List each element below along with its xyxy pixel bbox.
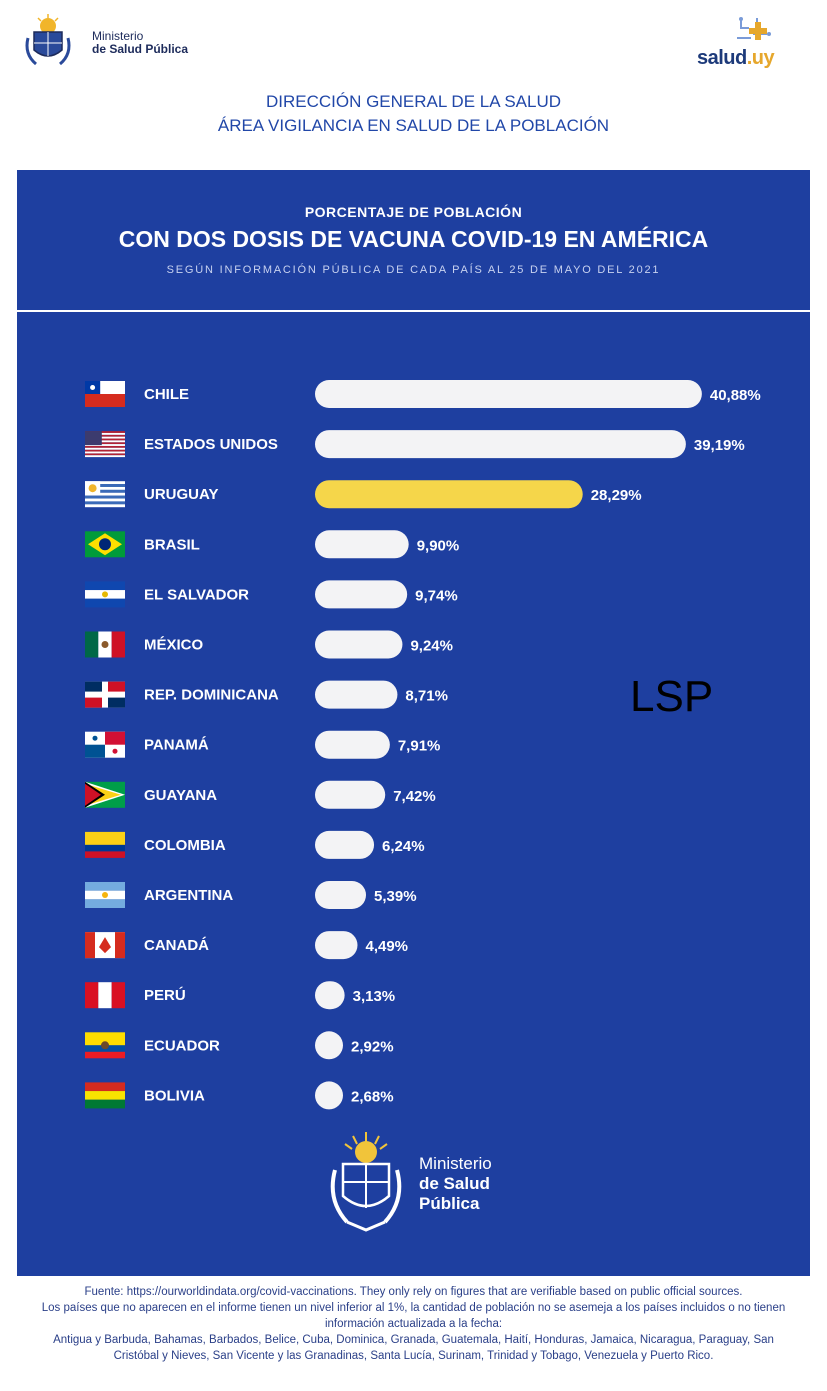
value-label: 39,19% [694,437,745,454]
country-label: ESTADOS UNIDOS [144,436,278,453]
bottom-logo-line3: Pública [419,1194,480,1213]
chart-title-top: PORCENTAJE DE POBLACIÓN [304,204,523,220]
value-label: 4,49% [365,938,408,955]
flag-ecuador-flag [85,1032,125,1059]
bar-panama [315,730,390,759]
ministerio-logo: Ministerio de Salud Pública [22,14,188,72]
direccion-line2: ÁREA VIGILANCIA EN SALUD DE LA POBLACIÓN [217,116,610,135]
bar-chile [315,380,702,408]
country-label: EL SALVADOR [144,586,249,603]
footer-line1: Fuente: https://ourworldindata.org/covid… [84,1286,743,1298]
flag-dominican-republic-flag [85,681,125,708]
direccion-heading: DIRECCIÓN GENERAL DE LA SALUD ÁREA VIGIL… [0,90,827,138]
country-label: MÉXICO [144,637,204,654]
chart-title: CON DOS DOSIS DE VACUNA COVID-19 EN AMÉR… [118,226,709,252]
country-label: COLOMBIA [144,837,226,854]
value-label: 7,91% [398,738,441,755]
bar-argentina [315,881,367,909]
bar-ecuador [315,1031,343,1060]
flag-canada-flag [85,932,125,959]
flag-mexico-flag [85,631,125,658]
bar-brazil [315,530,409,559]
ministerio-line1: Ministerio [92,29,144,43]
salud-brand: salud [697,47,747,69]
watermark-text: LSP [630,672,714,721]
page-header: Ministerio de Salud Pública salud.uy DIR… [0,0,827,170]
value-label: 40,88% [710,387,761,404]
bar-dominican-republic [315,680,398,709]
flag-panama-flag [85,731,125,758]
flag-brazil-flag [85,531,125,558]
chart-title-area: PORCENTAJE DE POBLACIÓN CON DOS DOSIS DE… [17,170,810,310]
bar-mexico [315,630,403,659]
bottom-logo-line2: de Salud [419,1174,490,1193]
country-label: REP. DOMINICANA [144,687,279,704]
country-label: URUGUAY [144,486,218,503]
flag-colombia-flag [85,831,125,858]
chart-subtitle: SEGÚN INFORMACIÓN PÚBLICA DE CADA PAÍS A… [166,264,661,276]
value-label: 28,29% [591,487,642,504]
country-label: PANAMÁ [144,737,209,754]
value-label: 3,13% [353,988,396,1005]
flag-uruguay-flag [85,481,125,508]
bar-peru [315,981,345,1010]
country-label: CANADÁ [144,937,209,954]
bar-colombia [315,830,375,859]
bar-bolivia [315,1081,343,1110]
value-label: 9,24% [410,638,453,655]
bottom-ministerio-logo: Ministerio de Salud Pública [325,1130,492,1238]
bar-el-salvador [315,580,408,609]
country-label: ECUADOR [144,1037,220,1054]
flag-chile-flag [85,381,125,407]
footer-line2: Los países que no aparecen en el informe… [41,1302,786,1330]
value-label: 5,39% [374,888,417,905]
bottom-logo-line1: Ministerio [419,1154,492,1173]
bar-canada [315,931,358,960]
value-label: 8,71% [405,688,448,705]
country-label: BRASIL [144,536,200,553]
flag-peru-flag [85,982,125,1009]
flag-argentina-flag [85,882,125,908]
bar-uruguay [315,480,583,509]
flag-bolivia-flag [85,1082,125,1109]
bar-usa [315,430,686,459]
flag-usa-flag [85,431,125,458]
value-label: 9,90% [417,537,460,554]
bar-guyana [315,780,386,809]
bar-chart: CHILE 40,88% ESTADOS UNIDOS 39,19% URUGUAY 28… [85,380,761,1110]
country-label: BOLIVIA [144,1087,205,1104]
source-footer: Fuente: https://ourworldindata.org/covid… [30,1284,797,1364]
ministerio-line2: de Salud Pública [92,42,189,56]
salud-tld: .uy [746,47,775,69]
direccion-line1: DIRECCIÓN GENERAL DE LA SALUD [265,92,562,111]
value-label: 6,24% [382,838,425,855]
country-label: ARGENTINA [144,887,233,904]
value-label: 2,92% [351,1038,394,1055]
country-label: CHILE [144,386,189,403]
country-label: GUAYANA [144,787,217,804]
uruguay-coat-of-arms-icon [25,14,71,66]
uruguay-coat-of-arms-icon [330,1132,402,1232]
flag-el-salvador-flag [85,581,125,608]
salud-uy-logo: salud.uy [697,14,809,70]
circuit-cross-icon [737,17,771,40]
value-label: 7,42% [393,788,436,805]
footer-line3: Antigua y Barbuda, Bahamas, Barbados, Be… [53,1334,774,1362]
country-label: PERÚ [144,986,186,1004]
value-label: 2,68% [351,1088,394,1105]
flag-guyana-flag [85,781,125,808]
chart-panel: PORCENTAJE DE POBLACIÓN CON DOS DOSIS DE… [17,170,810,1276]
value-label: 9,74% [415,587,458,604]
title-divider [17,310,810,312]
